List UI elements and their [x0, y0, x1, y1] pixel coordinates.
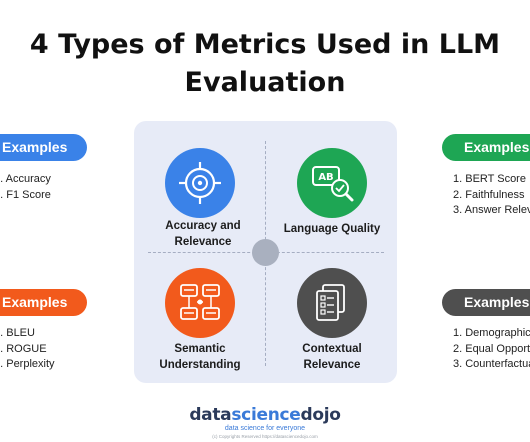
center-dot — [252, 239, 279, 266]
examples-pill-language: Examples — [442, 134, 530, 161]
quadrant-label-line: Accuracy and — [165, 220, 241, 232]
brand-part: dojo — [300, 405, 341, 425]
examples-pill-label: Examples — [464, 139, 530, 155]
examples-pill-accuracy: Examples — [0, 134, 87, 161]
list-item: 2. Faithfulness — [453, 188, 525, 201]
examples-pill-contextual: Examples — [442, 289, 530, 316]
list-item: 2. Equal Opportunity — [453, 342, 530, 355]
examples-list-semantic: 1. BLEU 2. ROGUE 3. Perplexity — [0, 326, 55, 373]
page-title: 4 Types of Metrics Used in LLM Evaluatio… — [0, 26, 530, 102]
examples-pill-label: Examples — [2, 139, 68, 155]
text-magnify-icon: AB — [297, 148, 367, 218]
examples-list-contextual: 1. Demographic 2. Equal Opportunity 3. C… — [453, 326, 530, 373]
quadrant-label-line: Understanding — [159, 358, 241, 371]
network-chat-icon — [165, 268, 235, 338]
list-item: 3. Perplexity — [0, 358, 55, 370]
title-line-2: Evaluation — [184, 67, 346, 98]
brand-tagline: data science for everyone — [224, 425, 306, 432]
svg-text:AB: AB — [318, 172, 333, 183]
examples-pill-semantic: Examples — [0, 289, 87, 316]
examples-list-accuracy: 1. Accuracy 2. F1 Score — [0, 172, 51, 203]
list-item: 1. BERT Score — [453, 173, 526, 185]
list-item: 2. ROGUE — [0, 342, 47, 355]
documents-icon — [297, 268, 367, 338]
target-icon — [165, 148, 235, 218]
brand-logo: datasciencedojo — [0, 405, 530, 425]
quadrant-label-line: Language Quality — [283, 223, 381, 235]
quadrant-label-contextual: Contextual Relevance — [267, 342, 397, 373]
examples-list-language: 1. BERT Score 2. Faithfulness 3. Answer … — [453, 172, 530, 219]
brand-copyright: (c) Copyrights Reserved https://datascie… — [212, 434, 318, 439]
quadrant-label-line: Relevance — [303, 358, 361, 371]
list-item: 3. Counterfactual — [453, 358, 530, 370]
list-item: 2. F1 Score — [0, 188, 51, 201]
quadrant-label-language: Language Quality — [267, 222, 397, 238]
title-line-1: 4 Types of Metrics Used in LLM — [29, 29, 501, 60]
brand-part: science — [231, 405, 301, 425]
list-item: 3. Answer Relevance — [453, 204, 530, 216]
quadrant-label-accuracy: Accuracy and Relevance — [138, 219, 268, 250]
list-item: 1. Demographic — [453, 327, 530, 339]
quadrant-label-line: Relevance — [174, 235, 232, 248]
list-item: 1. BLEU — [0, 327, 35, 339]
examples-pill-label: Examples — [464, 294, 530, 310]
quadrant-label-semantic: Semantic Understanding — [135, 342, 265, 373]
quadrant-label-line: Contextual — [302, 343, 362, 355]
examples-pill-label: Examples — [2, 294, 68, 310]
quadrant-label-line: Semantic — [174, 343, 226, 355]
list-item: 1. Accuracy — [0, 173, 51, 185]
brand-part: data — [189, 405, 232, 425]
